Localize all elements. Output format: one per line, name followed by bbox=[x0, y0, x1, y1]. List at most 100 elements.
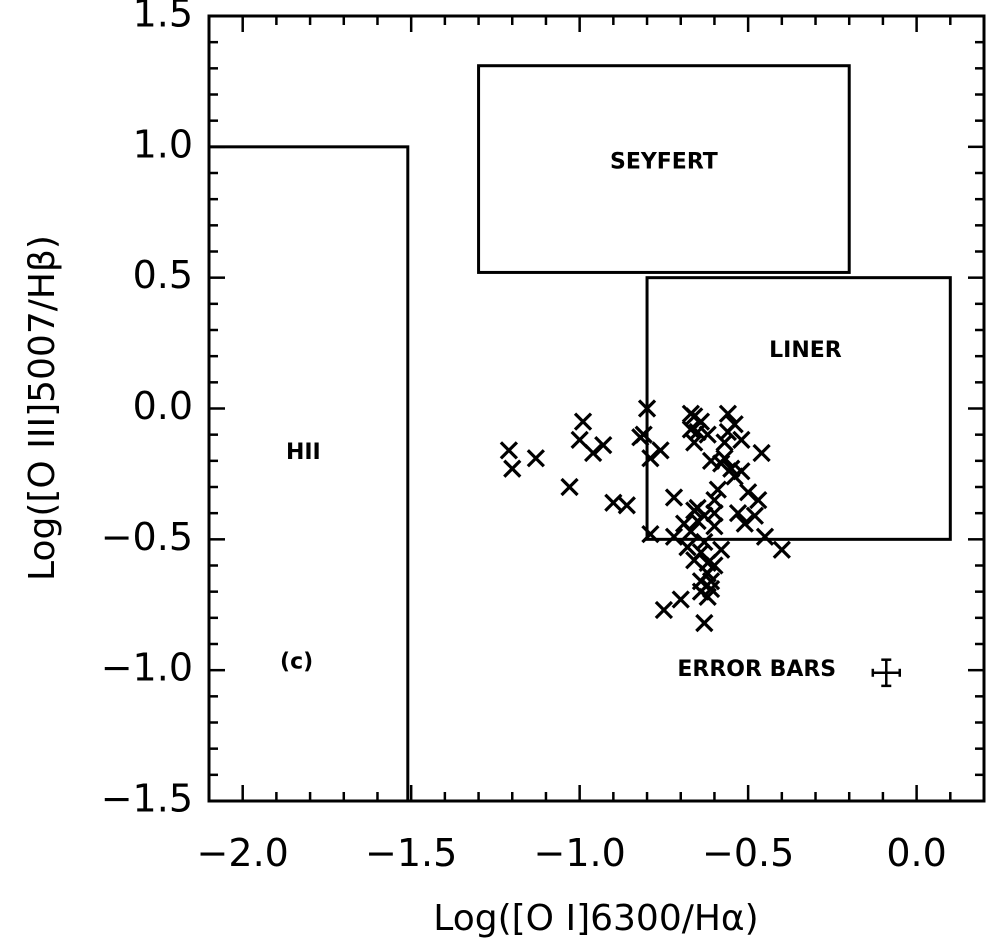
data-point bbox=[594, 436, 613, 455]
data-point-stroke bbox=[641, 524, 660, 544]
y-tick-label: 1.0 bbox=[133, 122, 193, 166]
data-point-stroke bbox=[688, 511, 707, 531]
data-point-stroke bbox=[691, 412, 711, 431]
data-point-stroke bbox=[695, 613, 714, 633]
data-point bbox=[681, 522, 700, 541]
annotations: (c) ERROR BARS bbox=[280, 649, 836, 682]
data-point-stroke bbox=[752, 443, 771, 463]
data-point-stroke bbox=[701, 451, 721, 470]
error-bar-marker bbox=[871, 658, 902, 688]
y-axis-label: Log([O III]5007/Hβ) bbox=[22, 235, 63, 581]
x-tick-label: −0.5 bbox=[702, 831, 794, 875]
data-point bbox=[749, 490, 768, 510]
data-point-stroke bbox=[651, 441, 670, 460]
data-point bbox=[752, 443, 771, 463]
data-point-stroke bbox=[738, 483, 758, 502]
data-point-stroke bbox=[772, 540, 791, 559]
x-tick-label: 0.0 bbox=[886, 831, 946, 875]
data-point bbox=[526, 449, 545, 468]
data-point bbox=[503, 459, 522, 478]
data-point-stroke bbox=[715, 433, 734, 452]
data-point bbox=[705, 556, 724, 575]
data-point bbox=[651, 441, 670, 460]
data-point bbox=[654, 600, 674, 620]
data-point-stroke bbox=[715, 449, 734, 468]
data-point bbox=[685, 501, 704, 520]
data-point bbox=[685, 551, 704, 570]
y-tick-label: 1.5 bbox=[133, 0, 193, 36]
data-point-stroke bbox=[503, 459, 522, 478]
data-point-stroke bbox=[722, 459, 741, 478]
y-tick-labels: 1.5 1.0 0.5 0.0 −0.5 −1.0 −1.5 bbox=[101, 0, 193, 821]
data-point bbox=[573, 412, 593, 431]
data-point-stroke bbox=[718, 404, 738, 423]
data-point bbox=[695, 613, 714, 633]
axis-ticks bbox=[207, 14, 986, 803]
region-box-hii bbox=[207, 145, 410, 803]
data-point-stroke bbox=[708, 480, 727, 499]
x-tick-labels: −2.0 −1.5 −1.0 −0.5 0.0 bbox=[197, 831, 947, 875]
data-point-stroke bbox=[732, 462, 751, 481]
data-point-stroke bbox=[698, 425, 717, 444]
y-tick-label: −1.5 bbox=[101, 777, 193, 821]
data-point-stroke bbox=[728, 504, 748, 523]
data-point bbox=[715, 449, 734, 468]
annotation-c: (c) bbox=[280, 649, 313, 674]
data-point-stroke bbox=[685, 433, 704, 452]
data-point bbox=[691, 582, 711, 601]
x-tick-label: −2.0 bbox=[197, 831, 289, 875]
data-point bbox=[617, 496, 636, 515]
data-point bbox=[732, 462, 751, 481]
data-point-stroke bbox=[573, 412, 593, 431]
data-point-stroke bbox=[526, 449, 545, 468]
data-point bbox=[678, 538, 697, 557]
data-point-stroke bbox=[725, 415, 744, 434]
data-point bbox=[712, 540, 731, 559]
data-point bbox=[715, 433, 734, 452]
data-point bbox=[664, 488, 684, 507]
x-axis-label: Log([O I]6300/Hα) bbox=[433, 898, 758, 939]
data-point bbox=[637, 399, 657, 418]
data-point bbox=[499, 441, 519, 460]
data-point-stroke bbox=[499, 441, 519, 460]
y-tick-label: −1.0 bbox=[101, 646, 193, 690]
data-point-stroke bbox=[685, 551, 704, 570]
data-point bbox=[745, 506, 765, 525]
data-point-stroke bbox=[681, 522, 700, 541]
data-point-stroke bbox=[705, 556, 724, 575]
data-point-stroke bbox=[745, 506, 765, 525]
region-label-hii: HII bbox=[286, 440, 321, 465]
data-point bbox=[725, 415, 744, 434]
data-points bbox=[499, 399, 791, 633]
data-point-stroke bbox=[671, 590, 690, 609]
data-point bbox=[698, 425, 717, 444]
data-point bbox=[705, 517, 724, 536]
data-point-stroke bbox=[617, 496, 636, 515]
data-point bbox=[671, 590, 690, 609]
x-tick-label: −1.5 bbox=[365, 831, 457, 875]
data-point bbox=[695, 532, 714, 552]
data-point-stroke bbox=[604, 493, 623, 512]
data-point bbox=[708, 480, 727, 499]
data-point-stroke bbox=[732, 430, 751, 450]
data-point-stroke bbox=[570, 430, 589, 450]
region-label-liner: LINER bbox=[769, 338, 842, 363]
x-tick-label: −1.0 bbox=[534, 831, 626, 875]
data-point-stroke bbox=[594, 436, 613, 455]
data-point-stroke bbox=[705, 517, 724, 536]
data-point bbox=[688, 511, 707, 531]
data-point-stroke bbox=[634, 425, 653, 444]
data-point-stroke bbox=[664, 488, 684, 507]
data-point bbox=[718, 404, 738, 423]
data-point-stroke bbox=[654, 600, 674, 620]
data-point bbox=[560, 477, 579, 497]
data-point-stroke bbox=[637, 399, 657, 418]
data-point bbox=[728, 504, 748, 523]
data-point-stroke bbox=[749, 490, 768, 510]
data-point bbox=[685, 433, 704, 452]
data-point-stroke bbox=[755, 527, 775, 546]
annotation-error-bars: ERROR BARS bbox=[677, 657, 836, 682]
data-point bbox=[691, 412, 711, 431]
data-point-stroke bbox=[664, 527, 684, 546]
